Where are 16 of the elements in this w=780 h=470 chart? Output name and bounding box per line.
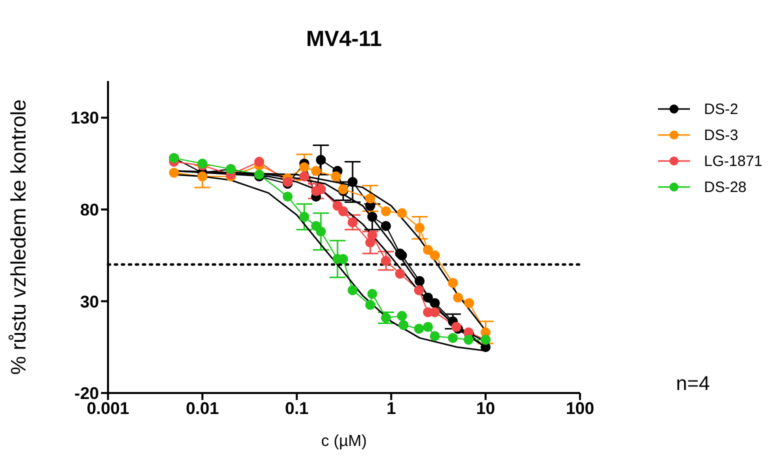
y-tick-label: 130 xyxy=(70,108,99,128)
x-tick-label: 1 xyxy=(386,399,396,418)
legend-label: DS-3 xyxy=(704,126,738,144)
legend-label: LG-1871 xyxy=(704,152,762,170)
x-axis-title: c (µM) xyxy=(321,433,367,450)
y-tick-label: 80 xyxy=(80,200,99,220)
x-tick-label: 100 xyxy=(566,399,594,418)
text: n=4 xyxy=(676,373,710,396)
y-axis-title: % růstu vzhledem ke kontrole xyxy=(7,99,30,375)
legend-label: DS-2 xyxy=(704,100,738,118)
x-tick-label: 10 xyxy=(476,399,496,418)
x-tick-label: 0.01 xyxy=(186,399,219,418)
chart-title: MV4-11 xyxy=(305,26,383,52)
x-tick-label: 0.1 xyxy=(284,399,309,418)
legend-label: DS-28 xyxy=(704,178,747,196)
y-tick-label: 30 xyxy=(80,292,99,312)
